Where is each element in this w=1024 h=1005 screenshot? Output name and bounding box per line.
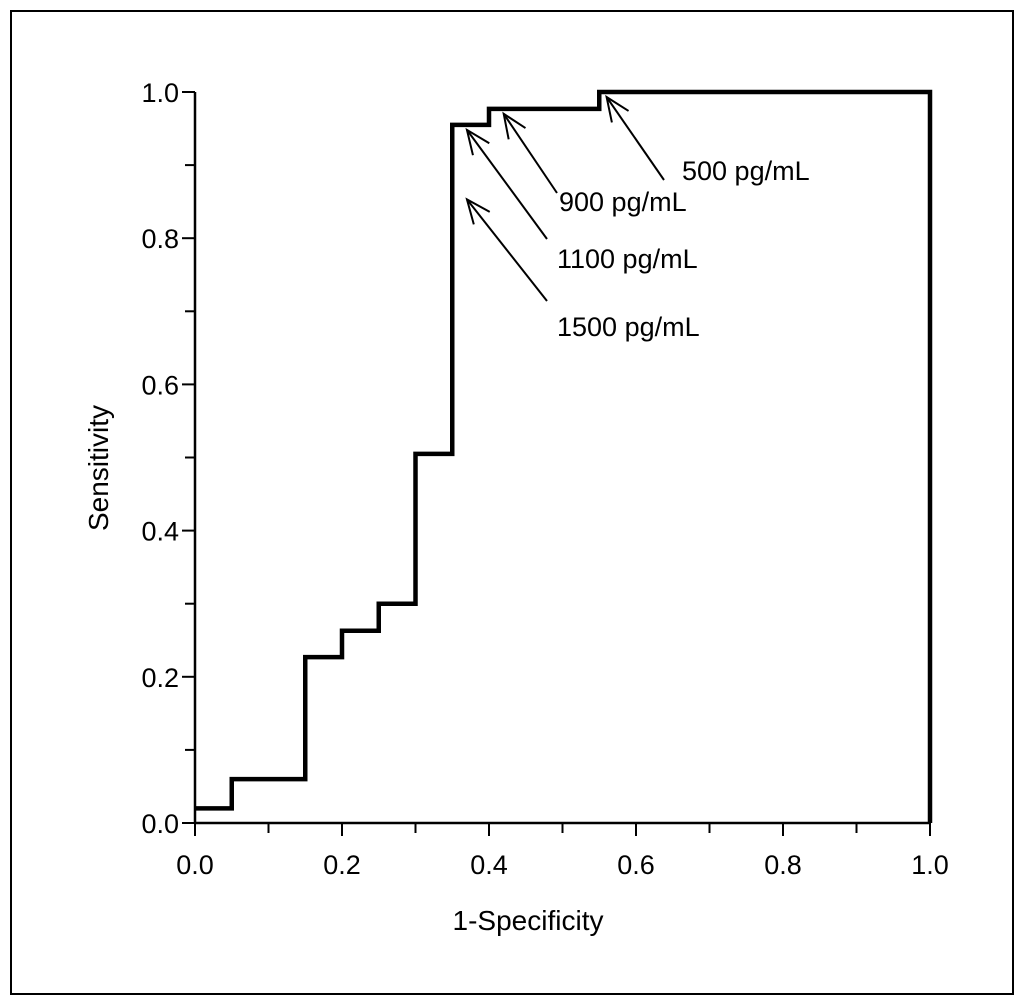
annotation-label: 1500 pg/mL: [557, 312, 700, 342]
x-tick-label: 1.0: [911, 850, 949, 880]
y-tick-label: 0.4: [141, 517, 179, 547]
annotation-arrow-shaft: [466, 129, 548, 240]
y-tick-label: 0.0: [141, 809, 179, 839]
x-tick-label: 0.2: [323, 850, 361, 880]
x-tick-label: 0.8: [764, 850, 802, 880]
annotation-label: 900 pg/mL: [559, 187, 687, 217]
x-tick-label: 0.4: [470, 850, 508, 880]
y-axis-title: Sensitivity: [83, 405, 114, 531]
y-tick-label: 0.6: [141, 370, 179, 400]
y-tick-label: 0.2: [141, 663, 179, 693]
figure-frame: 0.0 0.2 0.4 0.6 0.8 1.0 0.0 0.2 0.4 0.6 0.8 1.0 500…: [10, 10, 1014, 995]
roc-curve: [195, 89, 933, 823]
annotation-arrow-head: [465, 197, 491, 225]
roc-step-line: [195, 89, 933, 823]
x-tick-label: 0.0: [176, 850, 214, 880]
annotation-arrow-head: [465, 127, 490, 156]
annotation-label: 1100 pg/mL: [557, 244, 698, 274]
annotation-label: 500 pg/mL: [682, 156, 810, 186]
annotation-arrow-shaft: [502, 113, 558, 194]
annotation-arrow-head: [605, 94, 630, 123]
x-tick-label: 0.6: [617, 850, 655, 880]
axes: 0.0 0.2 0.4 0.6 0.8 1.0 0.0 0.2 0.4 0.6 0.8 1.0: [141, 78, 948, 880]
annotation-arrow-shaft: [605, 96, 665, 181]
y-tick-label: 0.8: [141, 224, 179, 254]
roc-chart: 0.0 0.2 0.4 0.6 0.8 1.0 0.0 0.2 0.4 0.6 0.8 1.0 500…: [83, 78, 949, 936]
y-tick-label: 1.0: [141, 78, 179, 108]
annotation-arrow-head: [502, 111, 527, 140]
x-axis-title: 1-Specificity: [453, 905, 604, 936]
annotation-arrow-shaft: [466, 198, 548, 302]
